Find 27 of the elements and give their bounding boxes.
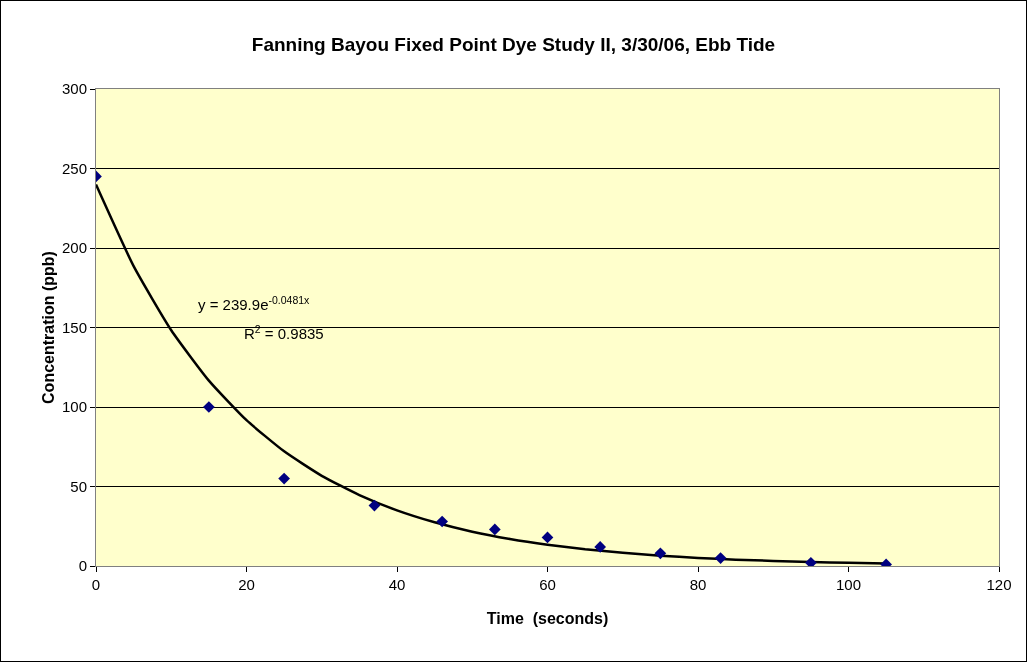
x-tick-label: 80 — [689, 576, 707, 593]
y-tick-label: 200 — [61, 239, 87, 257]
y-tick-label: 150 — [61, 318, 87, 336]
point — [805, 556, 817, 566]
chart-title: Fanning Bayou Fixed Point Dye Study II, 3/30/06, Ebb Tide — [251, 33, 776, 55]
y-axis-title: Concentration (ppb) — [40, 251, 57, 404]
annotation: y = 239.9e$^{-0.0481x}$ — [198, 294, 311, 314]
x-tick-label: 120 — [986, 576, 1012, 593]
point — [594, 541, 607, 553]
point — [714, 552, 727, 564]
y-tick-label: 300 — [61, 80, 87, 98]
x-tick-label: 100 — [835, 576, 862, 593]
x-tick-label: 20 — [238, 576, 255, 593]
y-tick-label: 100 — [61, 398, 87, 416]
x-tick-label: 0 — [91, 576, 101, 593]
y-tick-label: 250 — [61, 159, 87, 177]
point — [368, 499, 381, 512]
y-tick-label: 50 — [70, 477, 87, 495]
x-axis-title: Time (seconds) — [486, 610, 609, 627]
x-tick-label: 60 — [539, 576, 556, 593]
point — [488, 523, 501, 536]
point — [278, 472, 290, 485]
point — [436, 515, 448, 528]
point — [654, 547, 667, 560]
y-tick-label: 0 — [78, 557, 87, 575]
point — [541, 531, 554, 544]
x-tick-label: 40 — [388, 576, 406, 593]
